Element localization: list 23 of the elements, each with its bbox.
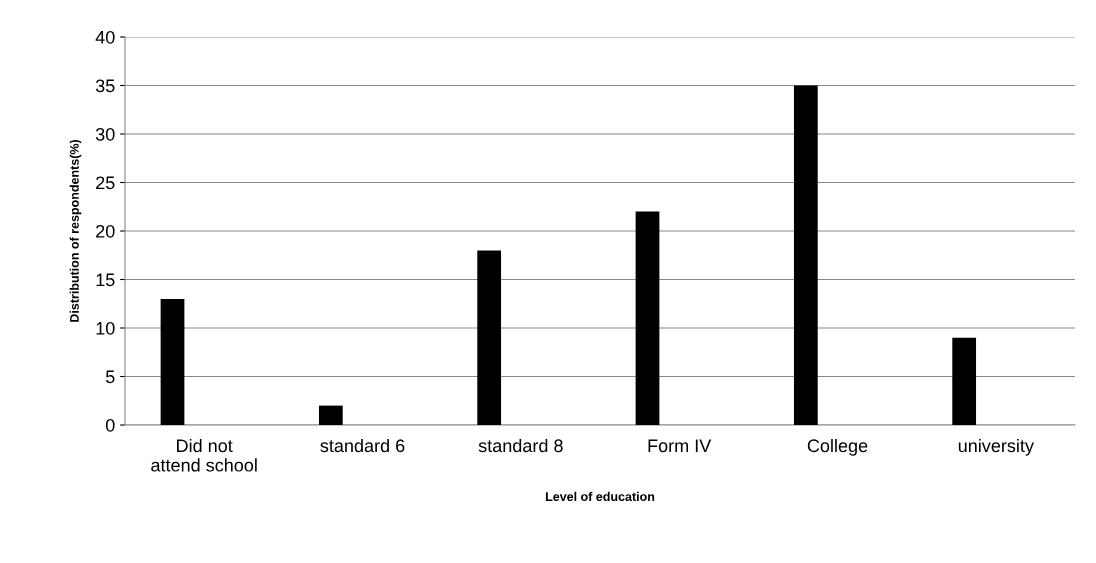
x-axis-title: Level of education: [545, 491, 655, 502]
bar: [635, 211, 660, 425]
y-tick-label: 10: [96, 321, 115, 335]
y-tick-label: 15: [96, 273, 115, 287]
bar: [793, 85, 818, 425]
x-tick-label: standard 8: [478, 438, 563, 453]
x-tick-label: standard 6: [320, 438, 405, 453]
x-tick-label: Did not attend school: [151, 438, 257, 472]
x-tick-label: university: [958, 438, 1034, 456]
y-tick-label: 5: [105, 370, 115, 384]
y-tick-label: 30: [95, 127, 115, 141]
x-tick-label: College: [807, 438, 868, 456]
y-tick-label: 35: [95, 79, 115, 93]
x-tick-label: Form IV: [648, 439, 712, 453]
y-tick-label: 25: [96, 176, 115, 190]
bar: [477, 250, 502, 425]
bar: [318, 405, 343, 425]
y-tick-label: 40: [95, 30, 115, 44]
y-axis-title: Distribution of respondents(%): [69, 139, 82, 322]
y-tick-label: 0: [105, 418, 115, 432]
y-tick-label: 20: [96, 224, 115, 238]
bar: [160, 298, 185, 425]
bar: [952, 337, 977, 425]
